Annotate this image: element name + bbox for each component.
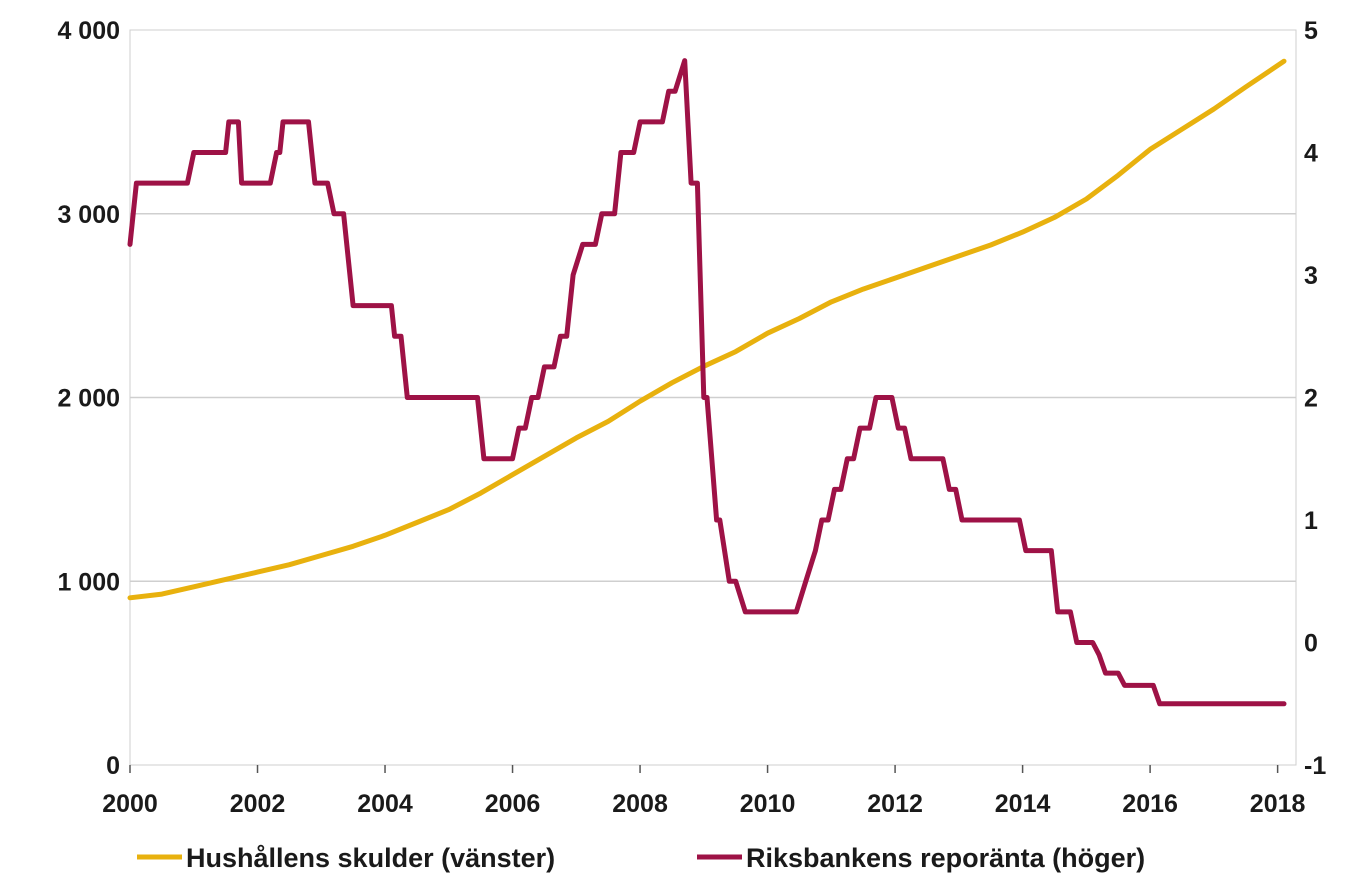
x-tick-label: 2010 bbox=[740, 790, 796, 818]
legend: Hushållens skulder (vänster) Riksbankens… bbox=[137, 843, 1145, 873]
x-tick-label: 2012 bbox=[867, 790, 923, 818]
left-tick-label: 3 000 bbox=[57, 201, 120, 229]
x-tick-label: 2014 bbox=[995, 790, 1051, 818]
x-tick-label: 2018 bbox=[1250, 790, 1306, 818]
x-tick-label: 2016 bbox=[1122, 790, 1178, 818]
series-line-1 bbox=[127, 58, 1287, 707]
gridlines bbox=[130, 213, 1296, 582]
right-tick-label: 0 bbox=[1304, 630, 1318, 658]
left-tick-label: 0 bbox=[106, 752, 120, 780]
x-tick-label: 2000 bbox=[102, 790, 158, 818]
right-tick-label: 2 bbox=[1304, 385, 1318, 413]
series-lines bbox=[127, 58, 1287, 707]
left-axis-ticks: 0 1 000 2 000 3 000 4 000 bbox=[57, 17, 120, 780]
x-tick-label: 2008 bbox=[612, 790, 668, 818]
right-tick-label: 4 bbox=[1304, 140, 1318, 168]
x-tick-label: 2004 bbox=[357, 790, 413, 818]
legend-label-series-1: Riksbankens reporänta (höger) bbox=[746, 843, 1145, 873]
right-tick-label: 5 bbox=[1304, 17, 1318, 45]
x-tick-label: 2006 bbox=[485, 790, 541, 818]
right-tick-label: 1 bbox=[1304, 507, 1318, 535]
right-axis-ticks: -1 0 1 2 3 4 5 bbox=[1304, 17, 1326, 780]
legend-label-series-0: Hushållens skulder (vänster) bbox=[186, 843, 555, 873]
x-tick-label: 2002 bbox=[230, 790, 286, 818]
right-tick-label: 3 bbox=[1304, 262, 1318, 290]
left-tick-label: 4 000 bbox=[57, 17, 120, 45]
series-line-0 bbox=[127, 58, 1287, 601]
right-tick-label: -1 bbox=[1304, 752, 1326, 780]
left-tick-label: 2 000 bbox=[57, 385, 120, 413]
x-axis-ticks: 2000 2002 2004 2006 2008 2010 2012 2014 2016 2018 bbox=[102, 765, 1306, 818]
left-tick-label: 1 000 bbox=[57, 568, 120, 596]
